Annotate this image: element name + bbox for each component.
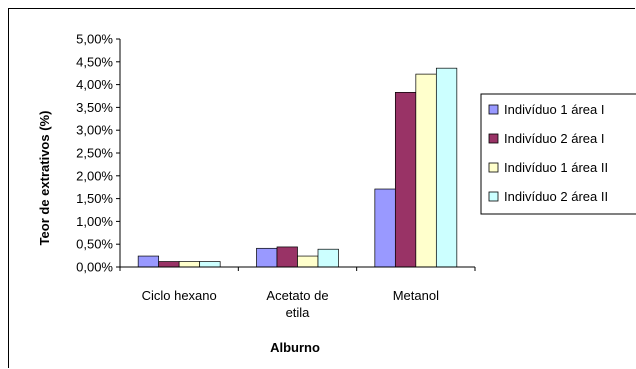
bar [415,73,437,268]
bar [178,261,201,268]
bar [256,247,278,268]
bar [317,248,339,268]
y-tick-label: 4,50% [76,54,113,69]
y-tick-label: 2,00% [76,168,113,183]
x-tick-label: Metanol [393,288,439,303]
x-axis-title: Alburno [270,340,320,355]
bar [199,261,221,268]
legend-label: Indivíduo 2 área II [504,189,608,204]
legend-label: Indivíduo 2 área I [504,131,604,146]
legend-swatch [488,191,499,202]
bar [435,67,458,268]
bar [297,255,319,268]
y-tick-label: 5,00% [76,32,113,47]
y-tick-label: 3,50% [76,100,113,115]
bar [374,188,396,268]
y-tick-label: 1,00% [76,214,113,229]
legend-box [480,93,636,215]
y-axis-ticks: 0,00% 0,50% 1,00% 1,50% 2,00% 2,50% 3,00% 3,50%… [76,32,120,275]
legend-swatch [488,162,499,173]
bars [137,67,458,268]
y-axis-title: Teor de extrativos (%) [37,111,52,246]
legend: Indivíduo 1 área I Indivíduo 2 área I Indi… [480,93,636,215]
legend-swatch [488,104,499,115]
bar [394,92,417,268]
legend-swatch [488,133,499,144]
y-tick-label: 3,00% [76,123,113,138]
bar [158,261,180,268]
y-tick-label: 2,50% [76,146,113,161]
bar [137,255,160,268]
x-axis-ticks: Ciclo hexano Acetato de etila Metanol [119,267,476,320]
x-tick-label: Acetato de etila [266,288,328,320]
bar [276,246,298,268]
y-tick-label: 4,00% [76,77,113,92]
x-tick-label: Ciclo hexano [142,288,217,303]
legend-label: Indivíduo 1 área II [504,160,608,175]
y-tick-label: 0,50% [76,237,113,252]
y-tick-label: 0,00% [76,260,113,275]
y-tick-label: 1,50% [76,191,113,206]
legend-label: Indivíduo 1 área I [504,102,604,117]
chart-frame [8,8,635,368]
